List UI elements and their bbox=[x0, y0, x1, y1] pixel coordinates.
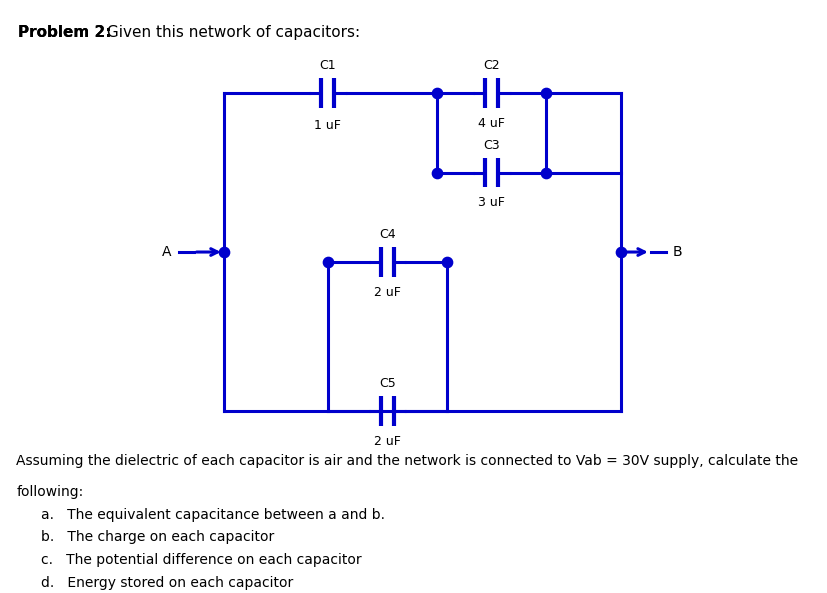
Text: Problem 2:: Problem 2: bbox=[18, 24, 112, 40]
Text: Problem 2:: Problem 2: bbox=[18, 24, 112, 40]
Text: b.   The charge on each capacitor: b. The charge on each capacitor bbox=[41, 530, 274, 544]
Text: following:: following: bbox=[17, 485, 84, 499]
Text: A: A bbox=[162, 245, 171, 259]
Text: 4 uF: 4 uF bbox=[478, 117, 504, 130]
Point bbox=[440, 257, 453, 267]
Point bbox=[614, 247, 627, 257]
Text: d.   Energy stored on each capacitor: d. Energy stored on each capacitor bbox=[41, 576, 293, 590]
Text: 1 uF: 1 uF bbox=[314, 119, 341, 132]
Text: C3: C3 bbox=[483, 139, 500, 152]
Text: Assuming the dielectric of each capacitor is air and the network is connected to: Assuming the dielectric of each capacito… bbox=[17, 454, 797, 467]
Point bbox=[430, 168, 443, 177]
Text: 2 uF: 2 uF bbox=[374, 286, 400, 299]
Text: 2 uF: 2 uF bbox=[374, 435, 400, 448]
Point bbox=[539, 88, 552, 98]
Text: C1: C1 bbox=[319, 59, 336, 72]
Text: a.   The equivalent capacitance between a and b.: a. The equivalent capacitance between a … bbox=[41, 508, 385, 522]
Text: C5: C5 bbox=[379, 377, 395, 390]
Text: c.   The potential difference on each capacitor: c. The potential difference on each capa… bbox=[41, 553, 361, 567]
Point bbox=[539, 168, 552, 177]
Point bbox=[321, 257, 334, 267]
Text: B: B bbox=[672, 245, 682, 259]
Text: C2: C2 bbox=[483, 59, 500, 72]
Point bbox=[430, 88, 443, 98]
Text: Given this network of capacitors:: Given this network of capacitors: bbox=[102, 24, 359, 40]
Text: 3 uF: 3 uF bbox=[478, 196, 504, 209]
Point bbox=[217, 247, 230, 257]
Text: C4: C4 bbox=[379, 228, 395, 241]
